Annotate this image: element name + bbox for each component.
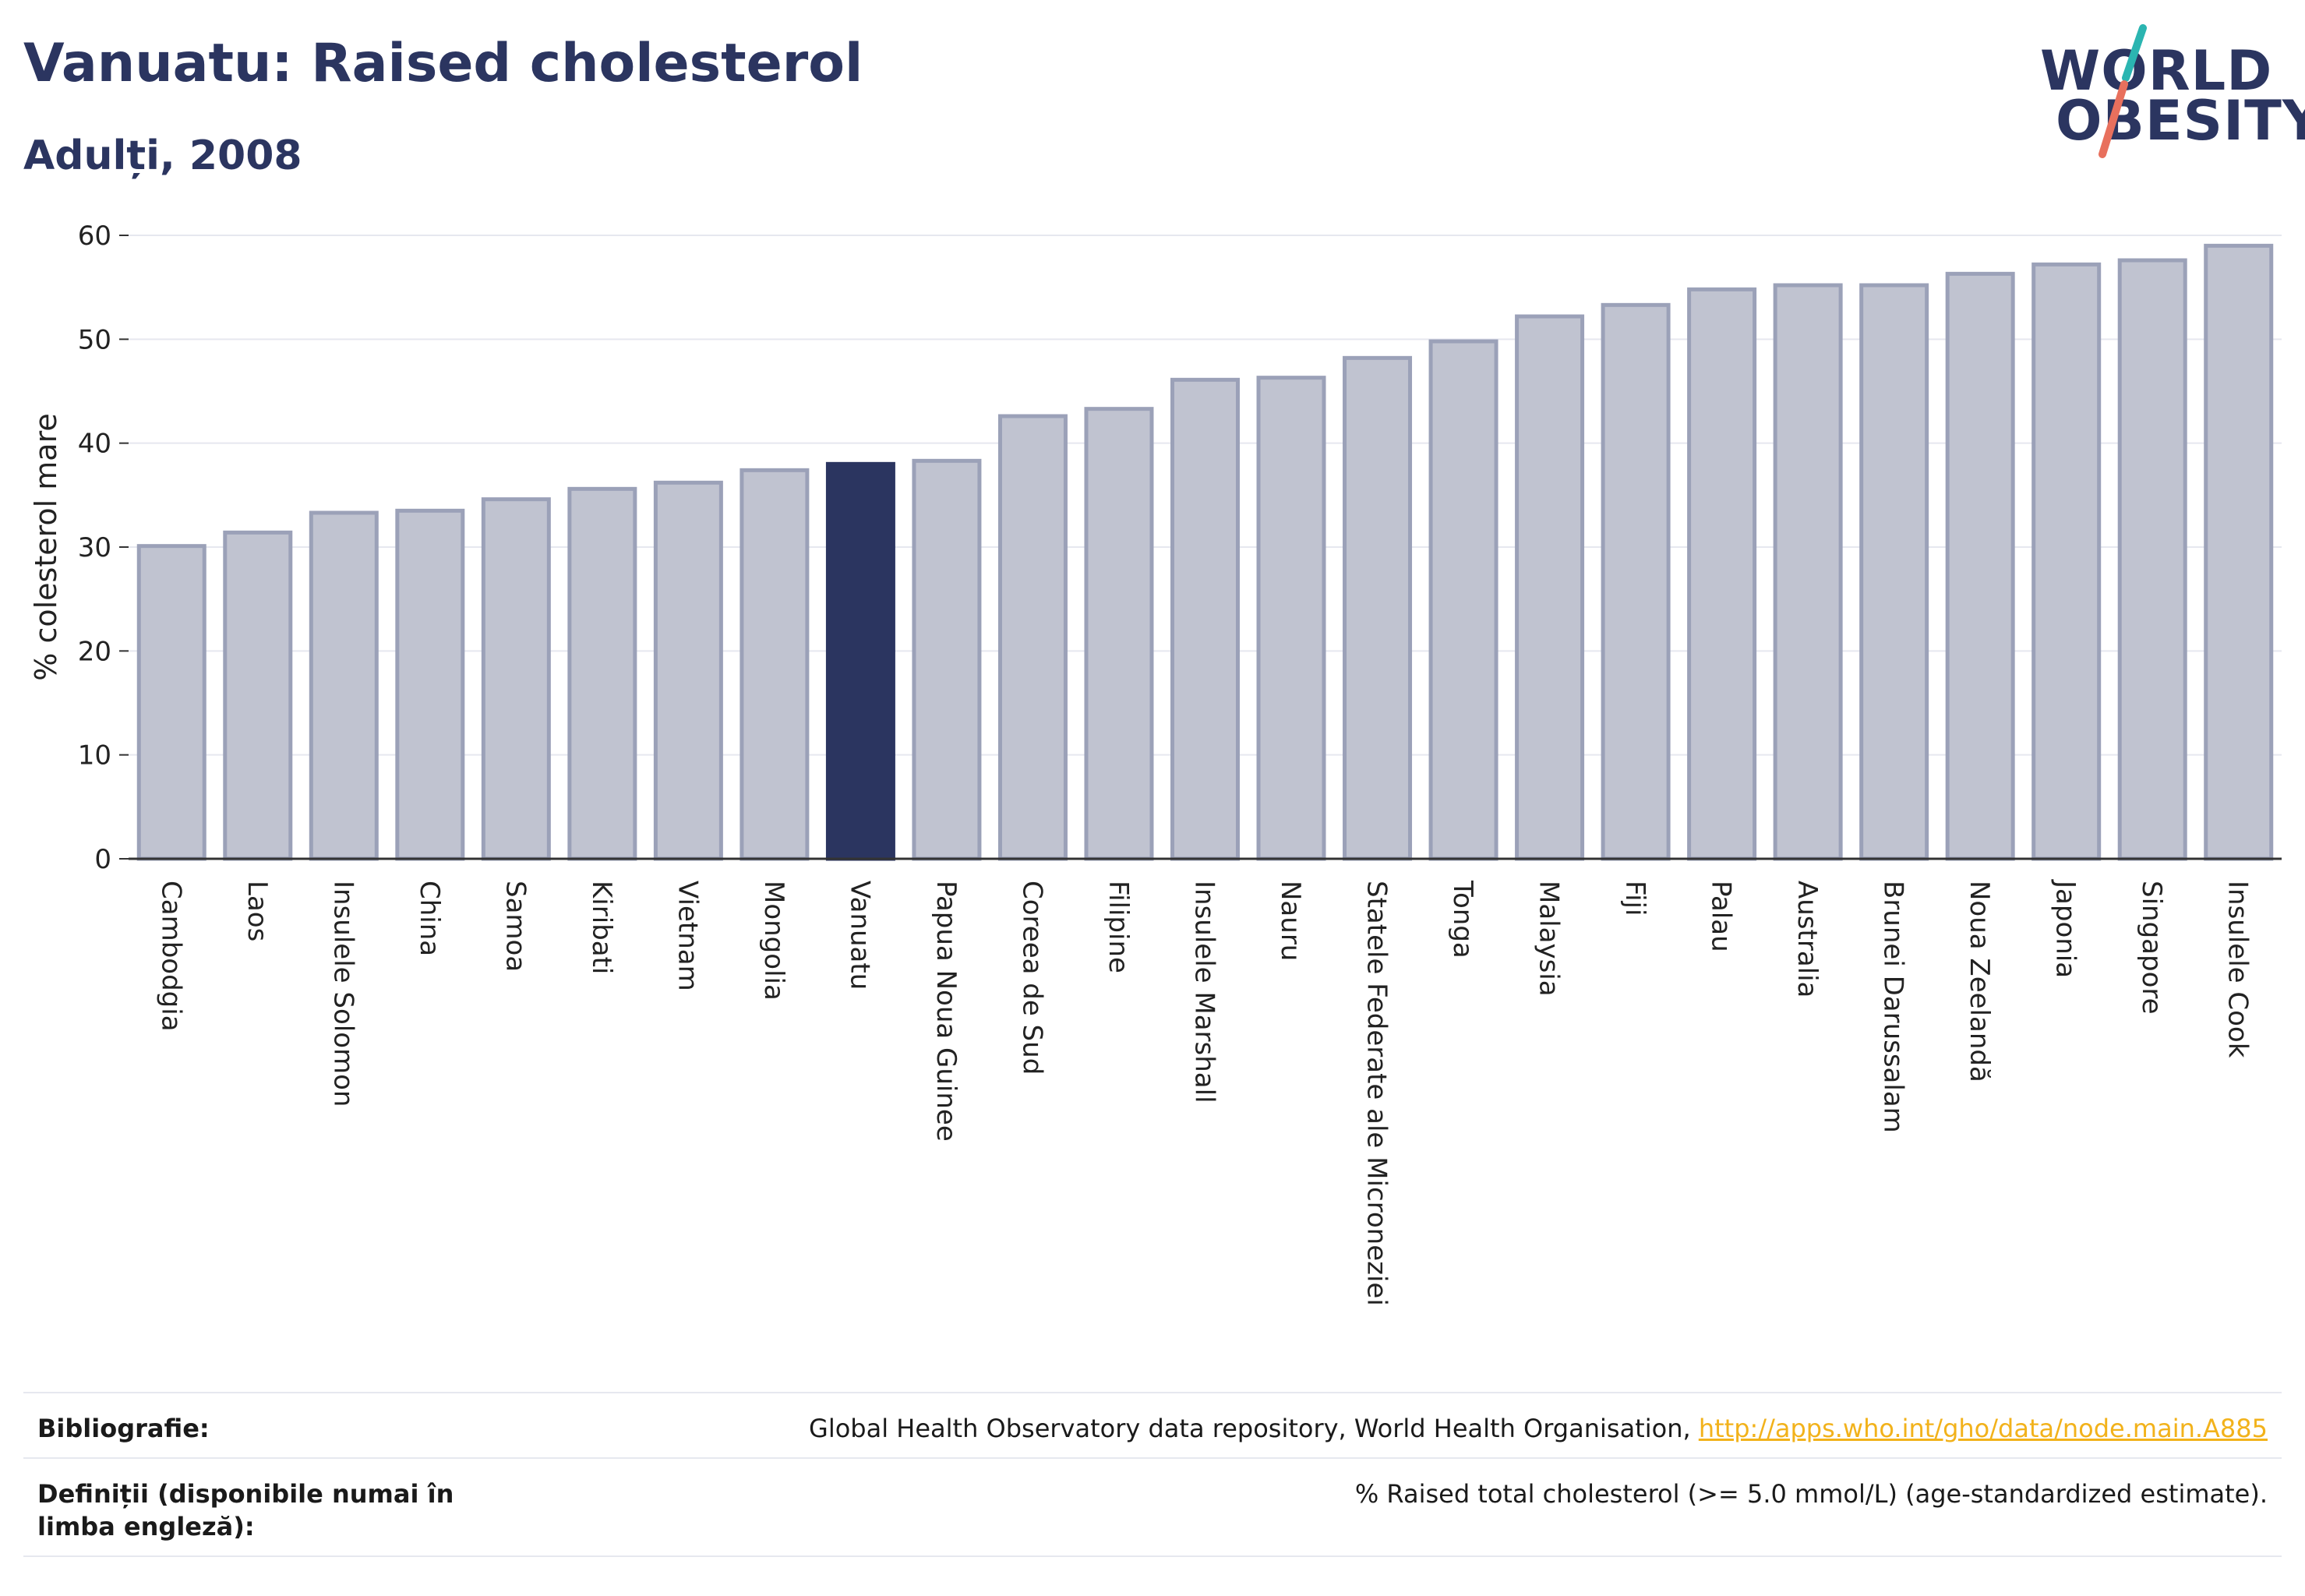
bibliography-label: Bibliografie:: [37, 1414, 210, 1443]
footer-divider-bottom: [23, 1555, 2282, 1557]
x-tick-label: Tonga: [1447, 880, 1478, 959]
bar-palau[interactable]: [1687, 287, 1757, 861]
x-tick-label: Statele Federate ale Microneziei: [1361, 881, 1393, 1306]
bibliography-text: Global Health Observatory data repositor…: [809, 1414, 1699, 1443]
bibliography-row: Bibliografie: Global Health Observatory …: [23, 1412, 2282, 1459]
logo-line-1: WORLD: [2040, 39, 2273, 103]
x-tick-label: Australia: [1791, 881, 1823, 998]
y-tick-label: 0: [94, 844, 111, 875]
bar-samoa[interactable]: [481, 497, 551, 861]
bar-kiribati[interactable]: [567, 486, 637, 861]
bar-fiji[interactable]: [1601, 302, 1671, 861]
bar-cambodgia[interactable]: [136, 544, 206, 861]
x-tick-label: China: [414, 881, 445, 956]
footer-divider-middle: [23, 1457, 2282, 1459]
world-obesity-logo[interactable]: WORLD OBESITY: [2026, 23, 2305, 164]
bar-insulele-marshall[interactable]: [1170, 377, 1240, 861]
x-tick-label: Vanuatu: [844, 881, 875, 990]
bar-japonia[interactable]: [2031, 262, 2102, 861]
x-tick-label: Malaysia: [1534, 881, 1565, 997]
x-tick-label: Coreea de Sud: [1016, 881, 1047, 1075]
bars: [136, 243, 2274, 861]
bar-statele-federate-ale-microneziei[interactable]: [1343, 355, 1413, 861]
x-tick-label: Filipine: [1103, 881, 1134, 973]
bar-singapore[interactable]: [2117, 258, 2187, 861]
x-tick-label: Nauru: [1275, 881, 1306, 961]
labels: 0 10 20 30 40 50 60 % colesterol mare Cambodgia L…: [29, 221, 2254, 1306]
definitions-value: % Raised total cholesterol (>= 5.0 mmol/…: [1354, 1479, 2268, 1509]
bibliography-link[interactable]: http://apps.who.int/gho/data/node.main.A…: [1698, 1414, 2268, 1443]
x-tick-label: Samoa: [499, 881, 531, 972]
bibliography-value: Global Health Observatory data repositor…: [809, 1412, 2268, 1445]
y-tick-label: 50: [78, 324, 111, 355]
x-tick-label: Mongolia: [758, 881, 789, 1001]
bar-nauru[interactable]: [1256, 376, 1326, 861]
bar-brunei-darussalam[interactable]: [1859, 283, 1929, 861]
x-tick-label: Fiji: [1619, 881, 1650, 916]
bar-australia[interactable]: [1773, 283, 1843, 861]
y-tick-label: 60: [78, 221, 111, 252]
bar-insulele-solomon[interactable]: [309, 510, 379, 861]
bar-papua-noua-guinee[interactable]: [912, 458, 982, 861]
axes: [119, 235, 2282, 860]
x-tick-label: Singapore: [2136, 881, 2167, 1015]
x-tick-label: Vietnam: [672, 881, 703, 991]
y-tick-label: 30: [78, 532, 111, 563]
logo-slash-icon: [2099, 24, 2147, 158]
x-tick-label: Kiribati: [586, 881, 617, 974]
x-tick-label: Laos: [242, 881, 273, 941]
chart-subtitle: Adulți, 2008: [23, 132, 302, 179]
bar-insulele-cook[interactable]: [2204, 243, 2274, 861]
x-tick-label: Papua Noua Guinee: [930, 881, 962, 1142]
bar-chart: 0 10 20 30 40 50 60 % colesterol mare Cambodgia L…: [29, 221, 2282, 1306]
definitions-row: Definiții (disponibile numai în limba en…: [23, 1478, 2282, 1548]
y-axis-title: % colesterol mare: [29, 413, 63, 680]
bar-china[interactable]: [395, 508, 465, 861]
bar-coreea-de-sud[interactable]: [997, 414, 1068, 861]
definitions-label: Definiții (disponibile numai în limba en…: [37, 1479, 454, 1541]
bar-laos[interactable]: [223, 530, 293, 861]
logo-line-2: OBESITY: [2056, 89, 2305, 153]
bar-malaysia[interactable]: [1515, 314, 1585, 861]
y-tick-label: 20: [78, 636, 111, 667]
x-tick-label: Palau: [1706, 881, 1737, 952]
bar-mongolia[interactable]: [740, 468, 810, 861]
x-tick-label: Noua Zeelandă: [1964, 881, 1995, 1082]
bar-tonga[interactable]: [1428, 339, 1498, 861]
bar-filipine[interactable]: [1084, 407, 1154, 861]
x-tick-label: Insulele Marshall: [1189, 881, 1220, 1103]
x-tick-label: Brunei Darussalam: [1878, 881, 1909, 1133]
x-tick-label: Japonia: [2050, 879, 2081, 978]
y-tick-label: 10: [78, 740, 111, 772]
x-tick-label: Insulele Cook: [2222, 881, 2254, 1058]
x-tick-label: Insulele Solomon: [327, 881, 358, 1107]
bar-vietnam[interactable]: [653, 480, 723, 861]
x-tick-label: Cambodgia: [155, 881, 186, 1032]
bar-vanuatu[interactable]: [825, 461, 895, 861]
chart-title: Vanuatu: Raised cholesterol: [23, 33, 863, 94]
y-tick-label: 40: [78, 429, 111, 460]
footer-divider-top: [23, 1392, 2282, 1393]
bar-noua-zeelandă[interactable]: [1945, 271, 2015, 861]
